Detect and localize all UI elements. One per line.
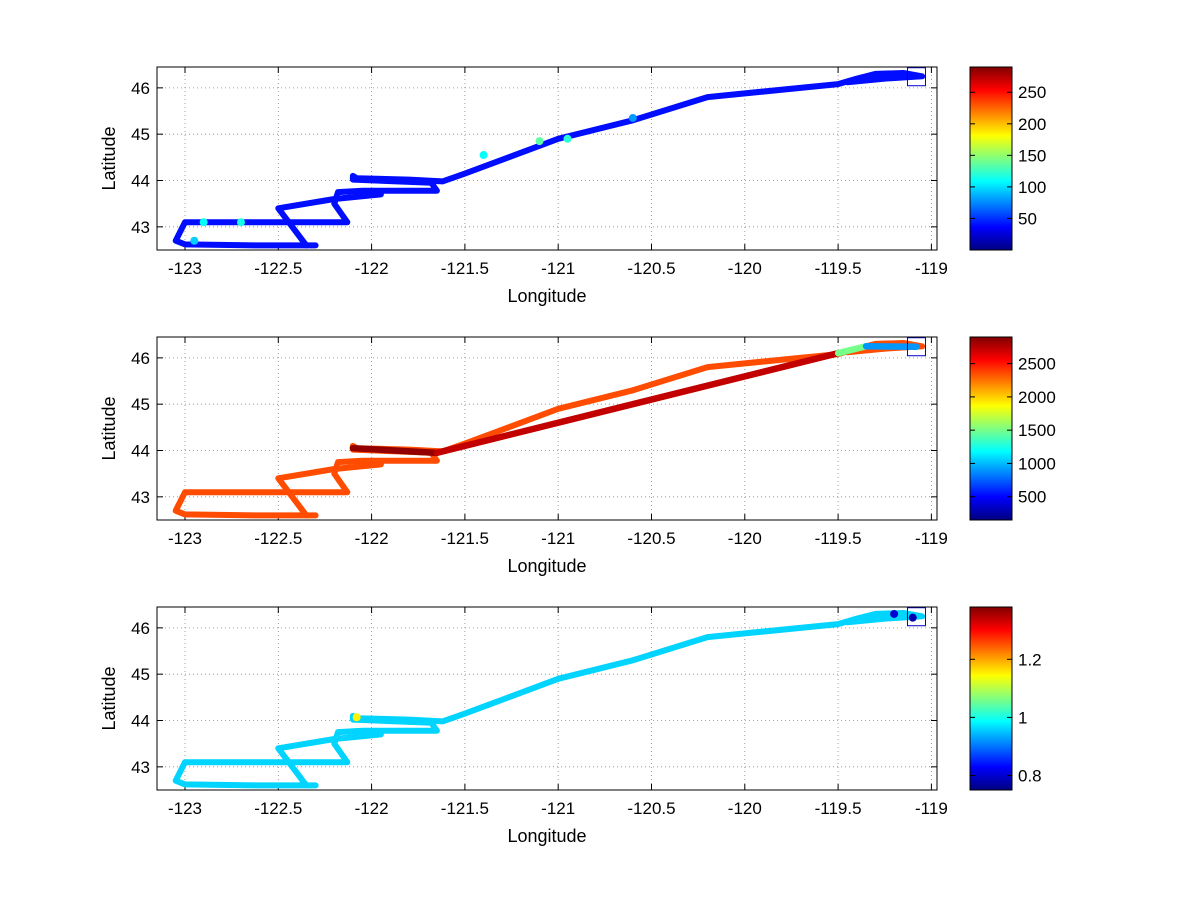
x-tick-label: -122 bbox=[355, 259, 389, 278]
track-segment bbox=[433, 349, 842, 457]
track-point bbox=[563, 134, 572, 143]
y-axis-label: Latitude bbox=[99, 126, 119, 190]
y-tick-label: 46 bbox=[131, 79, 150, 98]
track-point bbox=[236, 218, 245, 227]
x-tick-label: -123 bbox=[168, 259, 202, 278]
x-tick-label: -120.5 bbox=[627, 799, 675, 818]
x-tick-label: -121.5 bbox=[441, 799, 489, 818]
x-tick-label: -123 bbox=[168, 529, 202, 548]
track-branch-line bbox=[275, 461, 384, 519]
x-tick-label: -119 bbox=[915, 799, 948, 818]
x-tick-label: -120 bbox=[728, 529, 762, 548]
track-point bbox=[199, 218, 208, 227]
x-tick-label: -119 bbox=[915, 529, 948, 548]
x-tick-label: -120.5 bbox=[627, 259, 675, 278]
colorbar-tick-label: 250 bbox=[1018, 83, 1046, 102]
marker-box bbox=[906, 337, 926, 357]
colorbar-tick-label: 1000 bbox=[1018, 454, 1056, 473]
x-tick-label: -119.5 bbox=[815, 799, 862, 818]
x-tick-label: -119.5 bbox=[815, 259, 862, 278]
y-tick-label: 44 bbox=[131, 712, 150, 731]
colorbar-fill bbox=[969, 606, 1013, 791]
track-segment bbox=[349, 444, 441, 457]
track-branch-line bbox=[275, 731, 384, 789]
x-tick-label: -121 bbox=[541, 259, 575, 278]
subplot-3: -123 -122.5 -122 -121.5 -121 -120.5 -120 -119.5… bbox=[99, 606, 1042, 846]
colorbar-tick-label: 200 bbox=[1018, 115, 1046, 134]
track-point bbox=[535, 137, 544, 146]
y-tick-label: 45 bbox=[131, 395, 150, 414]
track-point bbox=[352, 713, 361, 722]
track-point bbox=[908, 613, 917, 622]
y-tick-label: 44 bbox=[131, 442, 150, 461]
colorbar-tick-label: 2500 bbox=[1018, 355, 1056, 374]
marker-box bbox=[906, 67, 926, 87]
y-tick-label: 45 bbox=[131, 665, 150, 684]
track-point bbox=[479, 151, 488, 160]
flight-track bbox=[172, 340, 926, 519]
marker-box bbox=[906, 607, 926, 627]
x-axis-label: Longitude bbox=[507, 286, 586, 306]
y-tick-label: 43 bbox=[131, 218, 150, 237]
axes-frame bbox=[156, 336, 938, 521]
colorbar-tick-label: 0.8 bbox=[1018, 766, 1042, 785]
x-tick-label: -122 bbox=[355, 799, 389, 818]
axes-frame bbox=[156, 66, 938, 251]
x-tick-label: -122.5 bbox=[254, 259, 302, 278]
y-tick-label: 46 bbox=[131, 619, 150, 638]
x-axis-label: Longitude bbox=[507, 556, 586, 576]
x-tick-label: -121.5 bbox=[441, 529, 489, 548]
colorbar-tick-label: 1.2 bbox=[1018, 650, 1042, 669]
colorbar-fill bbox=[969, 66, 1013, 251]
y-axis-label: Latitude bbox=[99, 666, 119, 730]
track-point bbox=[628, 113, 637, 122]
colorbar-fill bbox=[969, 336, 1013, 521]
x-tick-label: -120 bbox=[728, 259, 762, 278]
flight-track bbox=[172, 70, 926, 249]
track-branch-line bbox=[275, 191, 384, 249]
y-tick-label: 45 bbox=[131, 125, 150, 144]
track-point bbox=[890, 609, 899, 618]
x-tick-label: -122 bbox=[355, 529, 389, 548]
colorbar-tick-label: 100 bbox=[1018, 178, 1046, 197]
flight-track bbox=[172, 609, 926, 789]
x-tick-label: -122.5 bbox=[254, 799, 302, 818]
y-tick-label: 43 bbox=[131, 758, 150, 777]
colorbar-tick-label: 2000 bbox=[1018, 388, 1056, 407]
colorbar-tick-label: 50 bbox=[1018, 209, 1037, 228]
colorbar-tick-label: 1 bbox=[1018, 708, 1027, 727]
colorbar-tick-label: 500 bbox=[1018, 488, 1046, 507]
x-tick-label: -121 bbox=[541, 529, 575, 548]
subplot-1: -123 -122.5 -122 -121.5 -121 -120.5 -120 -119.5… bbox=[99, 66, 1046, 306]
track-segment bbox=[834, 343, 870, 357]
axes-frame bbox=[156, 606, 938, 791]
y-tick-label: 44 bbox=[131, 172, 150, 191]
x-tick-label: -120.5 bbox=[627, 529, 675, 548]
subplot-2: -123 -122.5 -122 -121.5 -121 -120.5 -120 -119.5… bbox=[99, 336, 1056, 576]
colorbar: 500 1000 1500 2000 2500 bbox=[969, 336, 1056, 521]
track-point bbox=[190, 236, 199, 245]
track-line bbox=[172, 70, 926, 249]
colorbar: 50 100 150 200 250 bbox=[969, 66, 1046, 251]
colorbar: 0.8 1 1.2 bbox=[969, 606, 1042, 791]
x-tick-label: -123 bbox=[168, 799, 202, 818]
y-tick-label: 46 bbox=[131, 349, 150, 368]
x-tick-label: -120 bbox=[728, 799, 762, 818]
y-axis-label: Latitude bbox=[99, 396, 119, 460]
x-axis-label: Longitude bbox=[507, 826, 586, 846]
x-tick-label: -121 bbox=[541, 799, 575, 818]
x-tick-label: -119 bbox=[915, 259, 948, 278]
colorbar-tick-label: 1500 bbox=[1018, 421, 1056, 440]
y-tick-label: 43 bbox=[131, 488, 150, 507]
x-tick-label: -119.5 bbox=[815, 529, 862, 548]
x-tick-label: -122.5 bbox=[254, 529, 302, 548]
colorbar-tick-label: 150 bbox=[1018, 146, 1046, 165]
x-tick-label: -121.5 bbox=[441, 259, 489, 278]
